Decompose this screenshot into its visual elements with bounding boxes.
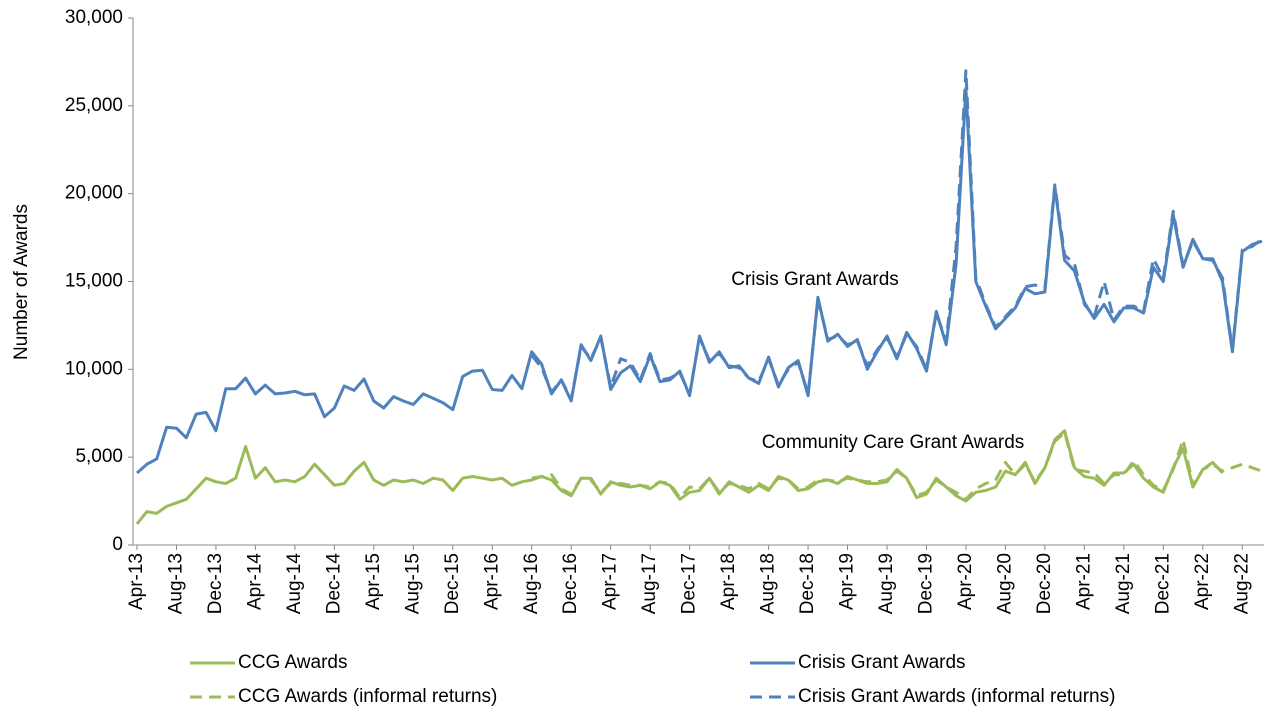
x-tick-label: Aug-13	[165, 553, 186, 614]
x-tick-label: Apr-13	[126, 553, 147, 610]
y-tick-label: 5,000	[75, 446, 123, 467]
x-tick-label: Aug-17	[639, 553, 660, 614]
legend-label: Crisis Grant Awards	[798, 652, 966, 673]
annotation: Community Care Grant Awards	[762, 432, 1025, 453]
x-tick-label: Aug-19	[876, 553, 897, 614]
legend-label: Crisis Grant Awards (informal returns)	[798, 686, 1115, 707]
x-tick-label: Aug-20	[994, 553, 1015, 614]
x-tick-label: Aug-22	[1231, 553, 1252, 614]
x-tick-label: Apr-16	[481, 553, 502, 610]
x-tick-label: Aug-15	[402, 553, 423, 614]
x-tick-label: Apr-22	[1192, 553, 1213, 610]
legend-label: CCG Awards	[238, 652, 347, 673]
y-tick-label: 20,000	[65, 183, 123, 204]
x-tick-label: Aug-14	[284, 553, 305, 615]
x-tick-label: Dec-20	[1034, 553, 1055, 614]
x-tick-label: Dec-19	[915, 553, 936, 614]
x-tick-label: Apr-21	[1073, 553, 1094, 610]
x-tick-label: Dec-14	[323, 553, 344, 615]
x-tick-label: Apr-19	[837, 553, 858, 610]
legend-label: CCG Awards (informal returns)	[238, 686, 497, 707]
annotation: Crisis Grant Awards	[731, 269, 899, 290]
x-tick-label: Dec-13	[205, 553, 226, 614]
x-tick-label: Apr-20	[955, 553, 976, 610]
x-tick-label: Aug-18	[758, 553, 779, 614]
y-tick-label: 15,000	[65, 271, 123, 292]
y-tick-label: 30,000	[65, 7, 123, 28]
series-line	[530, 69, 1263, 401]
y-tick-label: 25,000	[65, 95, 123, 116]
x-tick-label: Dec-15	[442, 553, 463, 614]
x-tick-label: Aug-21	[1113, 553, 1134, 614]
x-tick-label: Dec-16	[560, 553, 581, 614]
x-tick-label: Dec-17	[679, 553, 700, 614]
series-line	[531, 431, 1263, 501]
x-tick-label: Apr-18	[718, 553, 739, 610]
x-tick-label: Apr-15	[363, 553, 384, 610]
x-tick-label: Dec-18	[797, 553, 818, 614]
series-line	[136, 86, 1263, 475]
x-tick-label: Apr-14	[244, 553, 265, 610]
series-line	[135, 429, 1224, 525]
y-axis-label: Number of Awards	[11, 204, 32, 360]
x-tick-label: Aug-16	[521, 553, 542, 614]
x-tick-label: Apr-17	[600, 553, 621, 610]
y-tick-label: 10,000	[65, 358, 123, 379]
x-tick-label: Dec-21	[1152, 553, 1173, 614]
y-tick-label: 0	[112, 534, 123, 555]
